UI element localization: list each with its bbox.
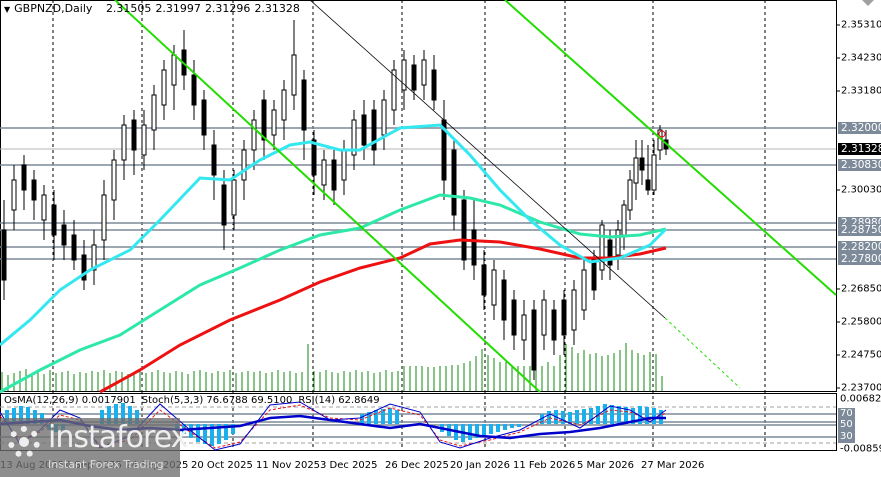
brand-name: instaforex (48, 420, 188, 455)
vertical-grid (52, 0, 766, 451)
ema-slow-line (99, 238, 667, 394)
time-label: 20 Jan 2026 (450, 460, 510, 471)
signal-marker (658, 130, 666, 138)
price-tick: 2.30030 (841, 184, 881, 196)
ohlc-open: 2.31505 (105, 2, 152, 15)
current-price-tag: 2.31328 (838, 143, 881, 155)
time-label: 5 Mar 2026 (577, 460, 635, 471)
gear-logo-icon (8, 426, 40, 458)
level-tag: 2.28750 (838, 224, 881, 236)
level-tag: 2.27800 (838, 253, 881, 265)
level-tag: 2.30830 (838, 159, 881, 171)
chart-shift-marker (862, 0, 874, 6)
trend-lines (114, 0, 837, 393)
level-tag: 2.28200 (838, 241, 881, 253)
indicator-min: -0.008593 (840, 443, 881, 455)
time-label: 3 Dec 2025 (320, 460, 378, 471)
ohlc-low: 2.31296 (204, 2, 251, 15)
ema-mid-line (0, 193, 667, 394)
channel-line-extension (664, 317, 741, 389)
brand-tagline: Instant Forex Trading (48, 458, 164, 471)
level-70-tag: 70 (838, 408, 855, 420)
indicator-title: OsMA(12,26,9) 0.0017901 Stoch(5,3,3) 76.6… (4, 395, 386, 406)
price-tick: 2.25800 (841, 316, 881, 328)
time-label: 26 Dec 2025 (385, 460, 449, 471)
price-tick: 2.35310 (841, 19, 881, 31)
time-label: 11 Feb 2026 (513, 460, 576, 471)
instaforex-watermark: instaforex Instant Forex Trading (0, 418, 188, 477)
price-tick: 2.26850 (841, 283, 881, 295)
ohlc-close: 2.31328 (254, 2, 300, 15)
ohlc-high: 2.31997 (155, 2, 201, 15)
ema-fast-line (0, 123, 668, 347)
chart-title: ▼ GBPNZD,Daily 2.31505 2.31997 2.31296 2.313… (4, 2, 304, 15)
candles (1, 20, 669, 380)
price-tick: 2.23700 (841, 382, 881, 394)
symbol-timeframe: GBPNZD,Daily (14, 2, 93, 15)
rsi-label: RSI(14) 62.8649 (298, 395, 380, 406)
time-label: 20 Oct 2025 (191, 460, 253, 471)
dropdown-arrow-icon[interactable]: ▼ (4, 5, 11, 14)
price-tick: 2.33180 (841, 85, 881, 97)
price-tick: 2.24750 (841, 349, 881, 361)
stoch-label: Stoch(5,3,3) 76.6788 69.5100 (141, 395, 293, 406)
level-tag: 2.32000 (838, 122, 881, 134)
osma-label: OsMA(12,26,9) 0.0017901 (4, 395, 136, 406)
channel-line (309, 0, 666, 319)
time-label: 27 Mar 2026 (641, 460, 705, 471)
level-30-tag: 30 (838, 431, 855, 443)
time-label: 11 Nov 2025 (256, 460, 321, 471)
price-tick: 2.34230 (841, 52, 881, 64)
indicator-max: 0.006821 (840, 393, 881, 405)
level-50-tag: 50 (838, 419, 855, 431)
volume-bars (1, 343, 663, 391)
